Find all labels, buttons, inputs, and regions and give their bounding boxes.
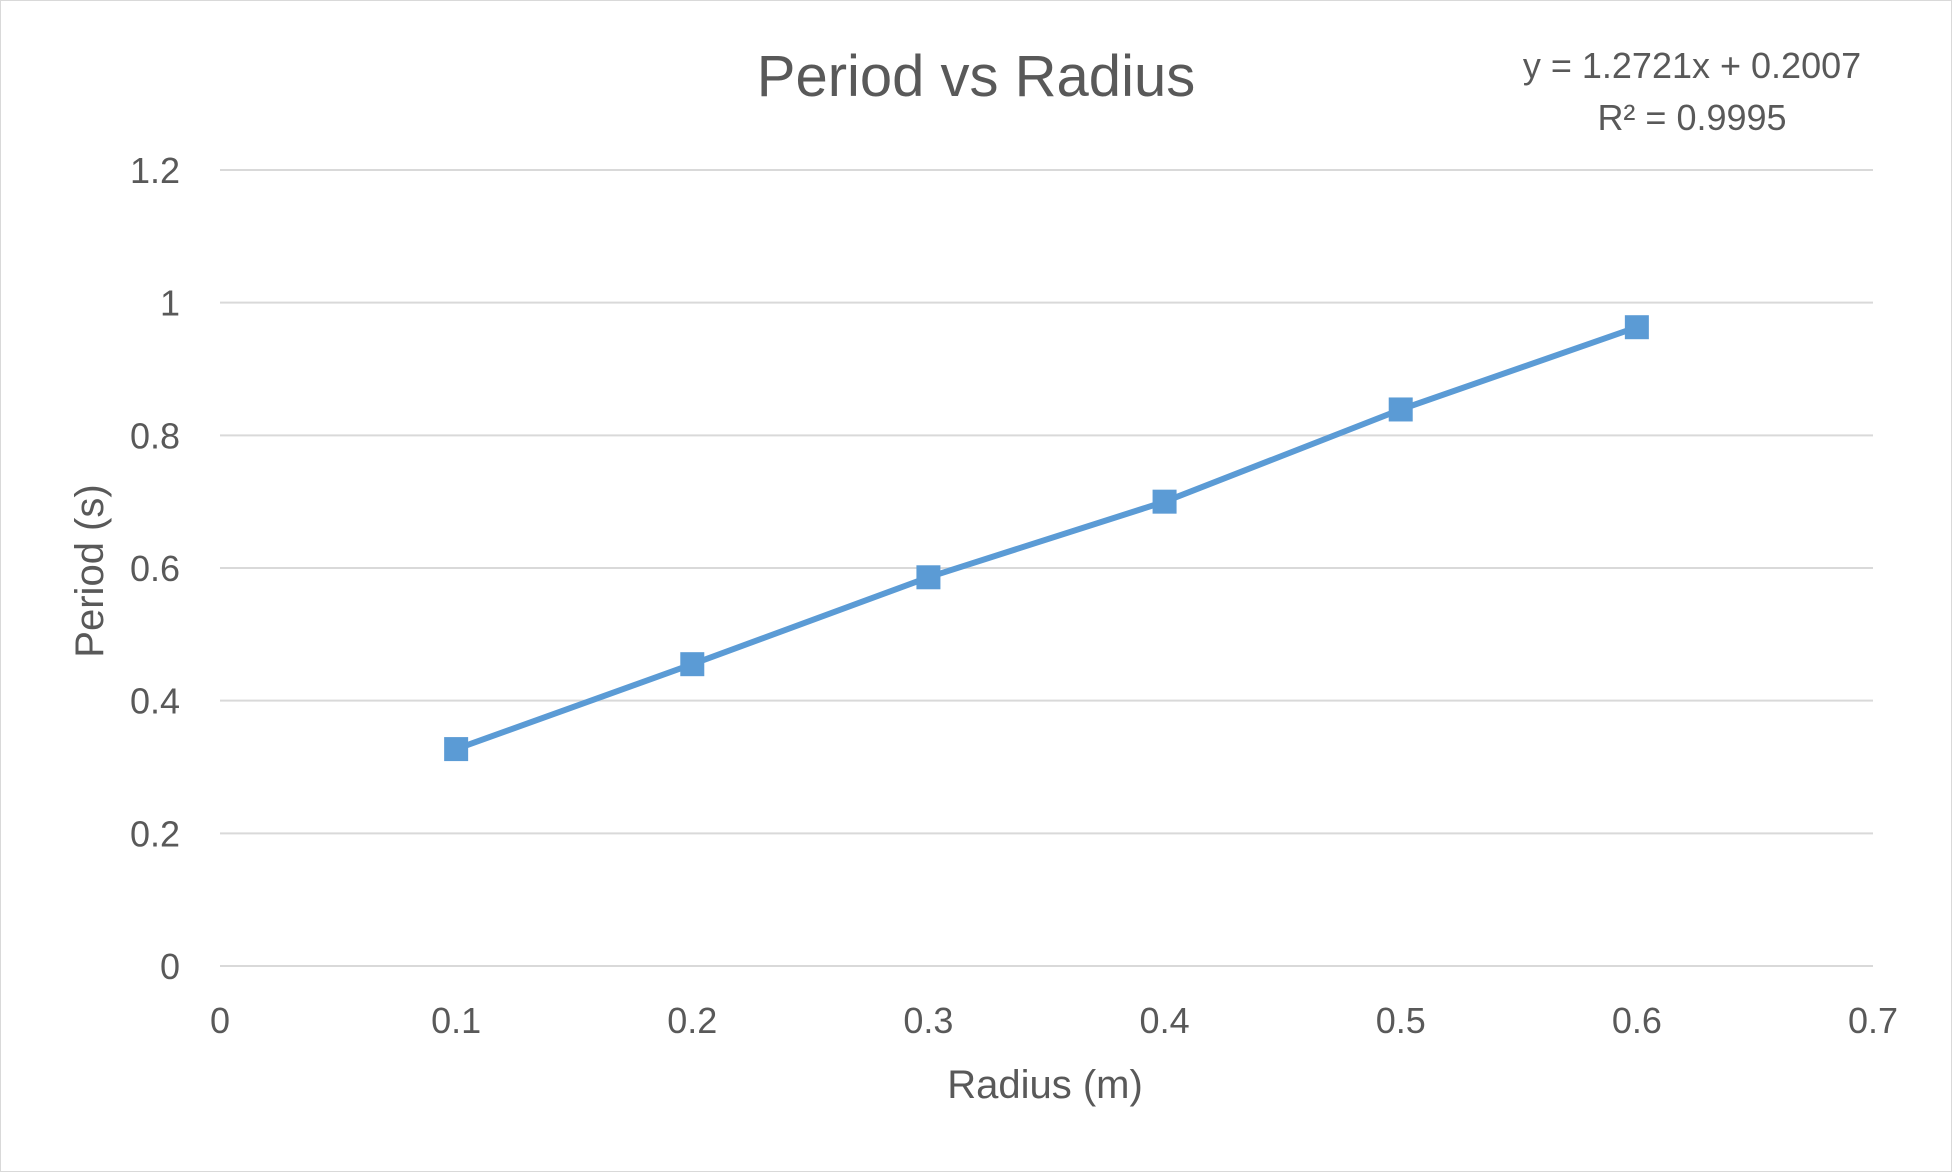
y-axis-ticks: 0 0.2 0.4 0.6 0.8 1 1.2 <box>130 150 180 987</box>
y-tick-label-6: 1.2 <box>130 150 180 191</box>
x-tick-label-7: 0.7 <box>1848 1000 1898 1041</box>
data-point-0-2 <box>916 565 941 590</box>
y-tick-label-4: 0.8 <box>130 415 180 456</box>
y-tick-label-5: 1 <box>160 283 180 324</box>
data-point-0-0 <box>444 737 469 762</box>
series-line-0 <box>453 324 1640 753</box>
x-tick-label-4: 0.4 <box>1140 1000 1190 1041</box>
data-point-0-1 <box>680 652 705 677</box>
y-axis-label: Period (s) <box>68 484 112 657</box>
trendline-r-squared: R² = 0.9995 <box>1597 97 1786 138</box>
chart-title: Period vs Radius <box>757 44 1195 109</box>
x-tick-label-1: 0.1 <box>431 1000 481 1041</box>
y-tick-label-3: 0.6 <box>130 548 180 589</box>
y-tick-label-0: 0 <box>160 946 180 987</box>
x-tick-label-5: 0.5 <box>1376 1000 1426 1041</box>
x-tick-label-6: 0.6 <box>1612 1000 1662 1041</box>
y-tick-label-2: 0.4 <box>130 681 180 722</box>
data-point-0-5 <box>1624 315 1649 340</box>
gridlines <box>220 169 1873 967</box>
x-tick-label-3: 0.3 <box>903 1000 953 1041</box>
y-tick-label-1: 0.2 <box>130 813 180 854</box>
trendline-equation: y = 1.2721x + 0.2007 <box>1523 45 1861 86</box>
series-layer <box>444 315 1649 762</box>
x-axis-label: Radius (m) <box>947 1063 1143 1107</box>
x-tick-label-0: 0 <box>210 1000 230 1041</box>
x-axis-ticks: 0 0.1 0.2 0.3 0.4 0.5 0.6 0.7 <box>210 1000 1898 1041</box>
data-point-0-3 <box>1152 489 1177 514</box>
data-point-0-4 <box>1388 397 1413 422</box>
x-tick-label-2: 0.2 <box>667 1000 717 1041</box>
